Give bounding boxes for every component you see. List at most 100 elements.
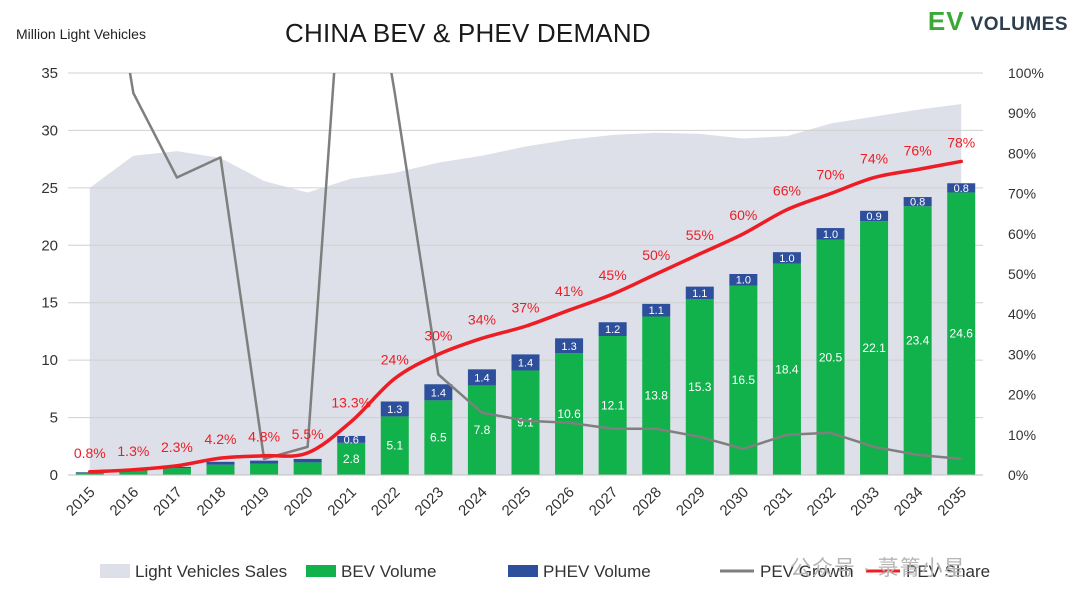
x-tick-2027: 2027 — [586, 484, 622, 520]
bev-label-2026: 10.6 — [557, 407, 581, 421]
y2-tick-90%: 90% — [1008, 105, 1036, 121]
brand-logo: EV VOLUMES — [928, 6, 1068, 37]
bev-bar-2024 — [467, 385, 496, 475]
pev-share-label-2019: 4.8% — [248, 429, 280, 445]
bev-label-2024: 7.8 — [474, 423, 491, 437]
phev-label-2023: 1.4 — [431, 387, 446, 399]
pev-share-label-2028: 50% — [642, 247, 670, 263]
x-tick-2021: 2021 — [324, 484, 360, 520]
bev-bar-2034 — [903, 206, 932, 475]
pev-share-label-2026: 41% — [555, 283, 583, 299]
phev-bar-2022 — [380, 401, 409, 417]
phev-bar-2035 — [947, 183, 976, 193]
legend-label-light-vehicles-sales: Light Vehicles Sales — [135, 562, 287, 581]
y-tick-0: 0 — [50, 467, 58, 484]
phev-label-2030: 1.0 — [736, 275, 751, 287]
x-tick-2031: 2031 — [760, 484, 796, 520]
bev-label-2027: 12.1 — [601, 399, 625, 413]
phev-bar-2028 — [642, 303, 671, 317]
phev-bar-2034 — [903, 197, 932, 207]
y-tick-5: 5 — [50, 410, 58, 427]
phev-bar-2024 — [467, 369, 496, 386]
pev-share-label-2027: 45% — [599, 267, 627, 283]
y-tick-30: 30 — [41, 122, 58, 139]
phev-bar-2032 — [816, 228, 845, 240]
brand-volumes: VOLUMES — [970, 14, 1068, 35]
pev-share-label-2021: 13.3% — [331, 395, 371, 411]
legend-swatch-light-vehicles-sales — [100, 564, 130, 578]
x-tick-2030: 2030 — [717, 484, 753, 520]
phev-label-2024: 1.4 — [474, 372, 489, 384]
legend-swatch-phev-volume — [508, 565, 538, 577]
bev-bar-2026 — [555, 353, 584, 475]
y-tick-10: 10 — [41, 352, 58, 369]
phev-bar-2031 — [772, 252, 801, 264]
bev-bar-2019 — [250, 463, 279, 475]
x-tick-2023: 2023 — [412, 484, 448, 520]
brand-ev: EV — [927, 6, 965, 36]
bev-bar-2016 — [119, 470, 148, 475]
phev-label-2028: 1.1 — [649, 305, 664, 317]
x-tick-2016: 2016 — [107, 484, 143, 520]
bev-bar-2015 — [75, 472, 104, 475]
bev-label-2032: 20.5 — [819, 350, 843, 364]
bev-bar-2035 — [947, 192, 976, 476]
phev-bar-2026 — [555, 338, 584, 354]
legend-label-bev-volume: BEV Volume — [341, 562, 436, 581]
bev-bar-2022 — [380, 416, 409, 475]
x-tick-2034: 2034 — [891, 484, 927, 520]
pev-share-label-2034: 76% — [904, 142, 932, 158]
y-tick-25: 25 — [41, 180, 58, 197]
pev-share-label-2035: 78% — [947, 134, 975, 150]
phev-label-2026: 1.3 — [561, 341, 576, 353]
bev-label-2035: 24.6 — [950, 327, 974, 341]
pev-share-line — [88, 159, 963, 474]
x-tick-2022: 2022 — [368, 484, 404, 520]
bev-label-2025: 9.1 — [517, 416, 534, 430]
x-tick-2024: 2024 — [455, 484, 491, 520]
pev-share-label-2020: 5.5% — [292, 426, 324, 442]
x-tick-2028: 2028 — [629, 484, 665, 520]
legend-swatch-bev-volume — [306, 565, 336, 577]
y2-tick-20%: 20% — [1008, 387, 1036, 403]
bev-bar-2025 — [511, 370, 540, 475]
phev-bar-2027 — [598, 322, 627, 337]
phev-bar-2020 — [293, 458, 322, 463]
bev-bar-2028 — [642, 316, 671, 475]
phev-label-2034: 0.8 — [910, 197, 925, 209]
pev-share-label-2032: 70% — [816, 167, 844, 183]
bev-bar-2020 — [293, 462, 322, 475]
pev-share-label-2022: 24% — [381, 352, 409, 368]
phev-bar-2018 — [206, 461, 235, 465]
phev-label-2025: 1.4 — [518, 357, 533, 369]
pev-share-label-2025: 37% — [511, 299, 539, 315]
bev-bar-2027 — [598, 336, 627, 475]
bev-label-2028: 13.8 — [645, 389, 669, 403]
bev-bar-2029 — [685, 299, 714, 475]
y-tick-35: 35 — [41, 65, 58, 82]
legend-label-phev-volume: PHEV Volume — [543, 562, 651, 581]
phev-label-2033: 0.9 — [866, 211, 881, 223]
phev-label-2029: 1.1 — [692, 288, 707, 300]
bev-label-2031: 18.4 — [775, 362, 799, 376]
phev-bar-2033 — [860, 210, 889, 222]
bev-label-2021: 2.8 — [343, 452, 360, 466]
bev-bar-2033 — [860, 221, 889, 475]
phev-bar-2021 — [337, 435, 366, 443]
x-tick-2018: 2018 — [194, 484, 230, 520]
bev-bar-2017 — [162, 468, 191, 475]
phev-label-2021: 0.6 — [344, 434, 359, 446]
pev-share-label-2017: 2.3% — [161, 439, 193, 455]
y-tick-15: 15 — [41, 295, 58, 312]
bev-bar-2018 — [206, 464, 235, 475]
y2-tick-80%: 80% — [1008, 145, 1036, 161]
y2-tick-10%: 10% — [1008, 427, 1036, 443]
pev-share-label-2015: 0.8% — [74, 445, 106, 461]
y2-tick-50%: 50% — [1008, 266, 1036, 282]
bev-bar-2031 — [772, 263, 801, 475]
x-tick-2015: 2015 — [63, 484, 99, 520]
y2-tick-70%: 70% — [1008, 186, 1036, 202]
phev-bar-2025 — [511, 354, 540, 371]
watermark: 公众号 · 菉箐小星 — [790, 557, 966, 580]
